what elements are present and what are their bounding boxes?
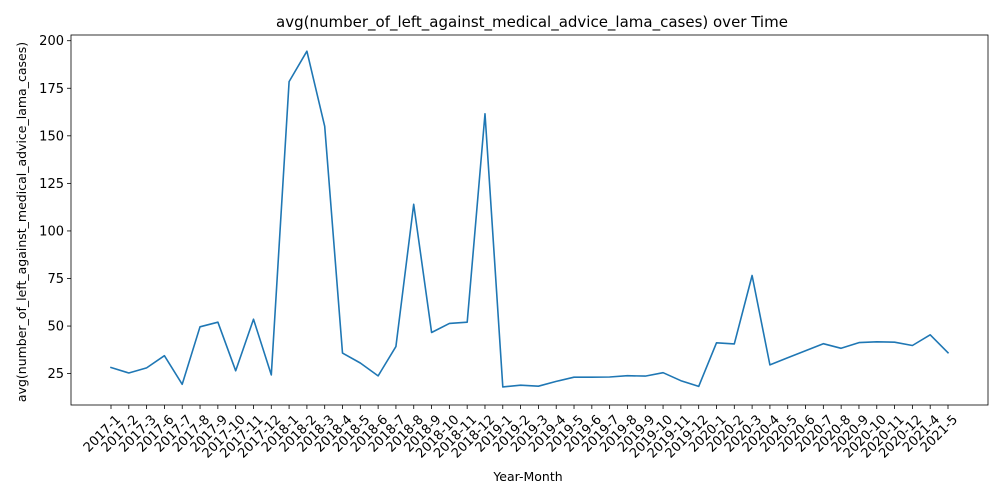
plot-area: 2550751001251501752002017-12017-22017-32… xyxy=(39,34,989,461)
series-line xyxy=(109,50,950,388)
y-tick-label: 25 xyxy=(47,367,64,382)
y-tick-label: 200 xyxy=(39,34,64,49)
y-tick-label: 50 xyxy=(47,320,64,335)
y-axis-label: avg(number_of_left_against_medical_advic… xyxy=(14,42,29,402)
plot-frame xyxy=(70,34,989,406)
chart-title: avg(number_of_left_against_medical_advic… xyxy=(276,13,788,32)
y-tick-label: 150 xyxy=(39,129,64,144)
y-tick-label: 125 xyxy=(39,177,64,192)
x-axis-label: Year-Month xyxy=(492,469,562,484)
y-tick-label: 100 xyxy=(39,224,64,239)
y-tick-label: 75 xyxy=(47,272,64,287)
y-tick-label: 175 xyxy=(39,82,64,97)
